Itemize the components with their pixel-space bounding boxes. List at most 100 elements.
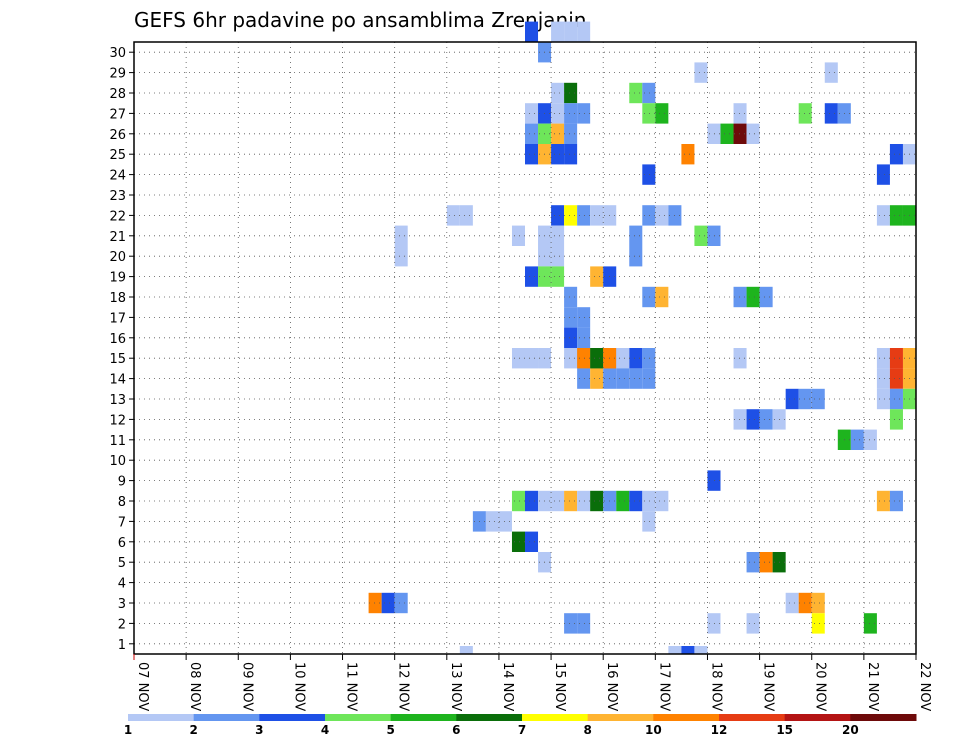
precip-cell [733,123,747,144]
precip-cell [694,225,708,246]
precip-cell [577,307,591,328]
x-tick-label: 20 NOV [813,662,828,711]
y-tick-label: 27 [109,107,126,122]
precip-cell [655,490,669,512]
precip-cell [746,409,760,430]
precip-cell [642,511,656,532]
precip-cell [577,21,591,42]
colorbar-label: 3 [255,723,263,737]
x-tick-label: 16 NOV [604,662,619,711]
precip-cell [811,388,825,410]
x-tick-label: 14 NOV [500,662,515,711]
precip-cell [746,552,760,573]
precip-cell [707,123,721,144]
precip-cell [590,266,604,287]
colorbar-label: 5 [386,723,394,737]
precip-cell [876,490,890,512]
precip-cell [811,613,825,634]
precip-cell [798,103,812,124]
precip-cell [551,490,565,512]
colorbar-label: 15 [776,723,793,737]
precip-cell [746,613,760,634]
precip-cell [655,286,669,308]
precip-cell [511,490,525,512]
colorbar-label: 6 [452,723,460,737]
colorbar-swatch [784,714,851,721]
precip-cell [525,144,539,165]
precip-cell [564,205,578,226]
x-tick-label: 09 NOV [239,662,254,711]
precip-cell [642,286,656,308]
precip-cell [681,646,695,654]
precip-cell [629,225,643,246]
x-tick-label: 08 NOV [187,662,202,711]
precip-cell [564,21,578,42]
precip-cell [577,348,591,369]
precip-cell [551,82,565,104]
colorbar-swatch [325,714,392,721]
precip-cell [759,552,773,573]
colorbar-swatch [850,714,917,721]
y-tick-label: 25 [109,148,126,163]
precip-cell [655,103,669,124]
precip-cell [551,246,565,267]
x-tick-label: 13 NOV [448,662,463,711]
precip-cell [759,286,773,308]
precip-cell [876,164,890,185]
precip-cell [629,348,643,369]
precip-cell [876,368,890,389]
colorbar-label: 1 [124,723,132,737]
x-tick-label: 15 NOV [552,662,567,711]
colorbar-swatch [522,714,589,721]
colorbar-swatch [456,714,523,721]
precip-cell [525,531,539,552]
precip-cell [577,103,591,124]
precip-cell [824,62,838,83]
y-tick-label: 9 [118,475,126,490]
x-tick-label: 21 NOV [865,662,880,711]
precip-cell [590,205,604,226]
precip-cell [668,646,682,654]
precip-cell [642,368,656,389]
precip-cell [616,368,630,389]
y-tick-label: 10 [109,454,126,469]
colorbar-swatch [653,714,720,721]
precip-cell [863,429,877,450]
precip-cell [863,613,877,634]
y-tick-label: 5 [118,556,126,571]
y-tick-label: 14 [109,373,126,388]
precip-cell [876,348,890,369]
precip-cell [564,348,578,369]
y-tick-label: 30 [109,46,126,61]
precip-cell [642,490,656,512]
precip-cell [525,123,539,144]
precip-cell [785,592,799,614]
precip-cell [590,368,604,389]
precip-cell [525,103,539,124]
precip-cell [889,490,903,512]
precip-cell [577,490,591,512]
precip-cell [720,123,734,144]
precip-cell [564,307,578,328]
precip-cell [642,164,656,185]
precip-cell [629,82,643,104]
precip-cell [785,388,799,410]
colorbar-swatch [259,714,326,721]
chart-title: GEFS 6hr padavine po ansamblima Zrenjani… [134,8,586,32]
y-tick-label: 8 [118,495,126,510]
precip-cell [564,490,578,512]
precip-cell [824,103,838,124]
plot-frame [133,41,917,655]
precip-cell [511,348,525,369]
y-tick-label: 28 [109,87,126,102]
colorbar-label: 2 [189,723,197,737]
x-tick-label: 22 NOV [917,662,932,711]
y-tick-label: 7 [118,515,126,530]
precip-cell [511,531,525,552]
precip-cell [551,103,565,124]
precip-cell [811,592,825,614]
precip-cell [394,225,408,246]
y-tick-label: 2 [118,617,126,632]
x-axis-ticks: 07 NOV 08 NOV 09 NOV 10 NOV 11 NOV 12 NOV 13 N… [133,654,932,711]
